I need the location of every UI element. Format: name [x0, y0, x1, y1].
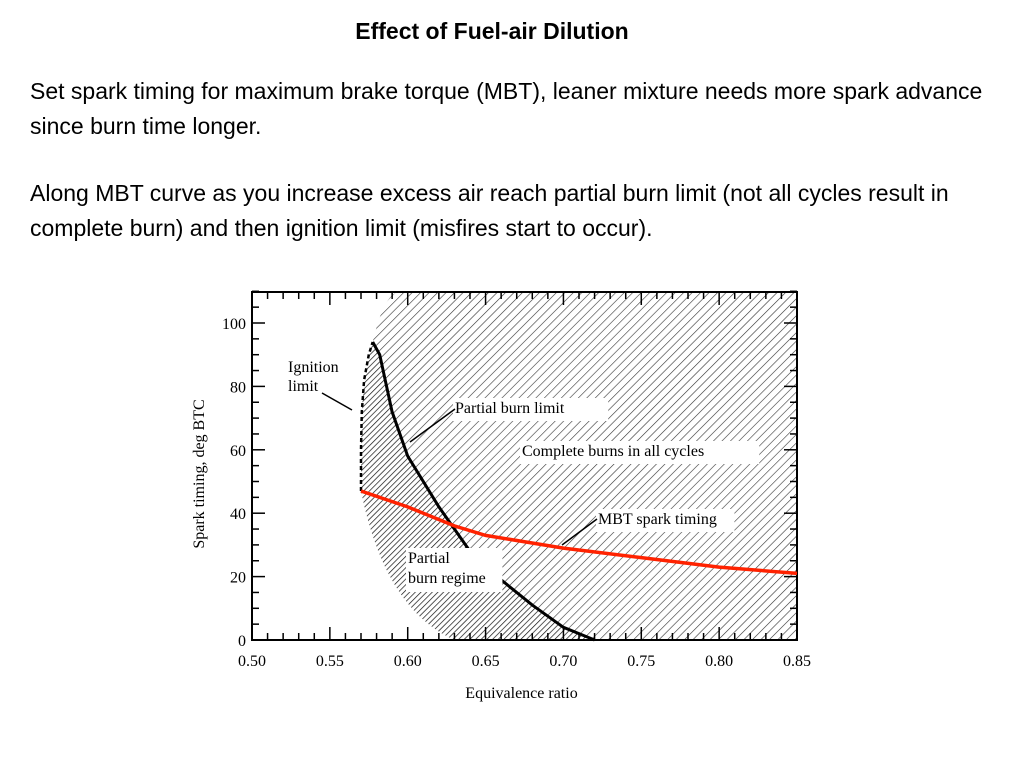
y-tick-label: 60	[230, 443, 246, 460]
mbt-spark-timing-line	[360, 489, 798, 576]
x-tick-label: 0.65	[472, 653, 500, 670]
spark-timing-chart: Ignition limit Partial burn limit Complete …	[191, 290, 811, 702]
y-tick-label: 20	[230, 570, 246, 587]
slide-title-text: Effect of Fuel-air Dilution	[355, 18, 629, 44]
partial-burn-limit-label: Partial burn limit	[409, 398, 609, 443]
annotation-backing	[596, 509, 735, 532]
annotation-backing	[406, 548, 503, 592]
y-tick-label: 0	[238, 633, 246, 650]
x-tick-label: 0.60	[394, 653, 422, 670]
annotation-text: Partial burn limit	[455, 400, 565, 417]
y-tick-label: 40	[230, 506, 246, 523]
x-tick-label: 0.75	[627, 653, 655, 670]
annotation-text: burn regime	[408, 570, 486, 587]
annotation-text: Ignition	[288, 359, 339, 376]
plot-axes	[251, 290, 798, 641]
paragraph-mbt-limits: Along MBT curve as you increase excess a…	[30, 180, 949, 241]
partial-burn-limit-line	[371, 341, 596, 642]
y-tick-label: 80	[230, 379, 246, 396]
annotation-backing	[453, 398, 609, 421]
x-axis-title: Equivalence ratio	[465, 685, 577, 702]
x-tick-label: 0.70	[549, 653, 577, 670]
partial-burn-regime-label: Partial burn regime	[406, 548, 503, 592]
x-tick-label: 0.55	[316, 653, 344, 670]
annotation-backing	[520, 441, 760, 464]
mbt-spark-timing-label: MBT spark timing	[561, 509, 735, 546]
annotation-text: limit	[288, 378, 319, 395]
annotation-text: MBT spark timing	[598, 511, 717, 528]
ignition-limit-label: Ignition limit	[286, 357, 358, 411]
complete-burns-label: Complete burns in all cycles	[520, 441, 760, 464]
annotation-text: Partial	[408, 550, 450, 567]
y-axis-title: Spark timing, deg BTC	[191, 399, 208, 548]
annotation-leader	[321, 392, 353, 411]
plot-annotations: Ignition limit Partial burn limit Complete …	[286, 357, 760, 592]
slide-title: Effect of Fuel-air Dilution	[0, 16, 1024, 46]
annotation-leader	[409, 408, 456, 443]
annotation-backing	[286, 357, 358, 399]
paragraph-mbt-advance: Set spark timing for maximum brake torqu…	[30, 78, 983, 139]
x-tick-label: 0.50	[238, 653, 266, 670]
annotation-leader	[561, 518, 598, 546]
plot-labels: 0 20 40 60 80 100 0.50 0.55 0.60 0.65 0.70 0.75 0.80…	[191, 316, 811, 702]
x-tick-label: 0.80	[705, 653, 733, 670]
annotation-text: Complete burns in all cycles	[522, 443, 704, 460]
x-tick-label: 0.85	[783, 653, 811, 670]
plot-series	[359, 341, 798, 642]
y-tick-label: 100	[222, 316, 246, 333]
